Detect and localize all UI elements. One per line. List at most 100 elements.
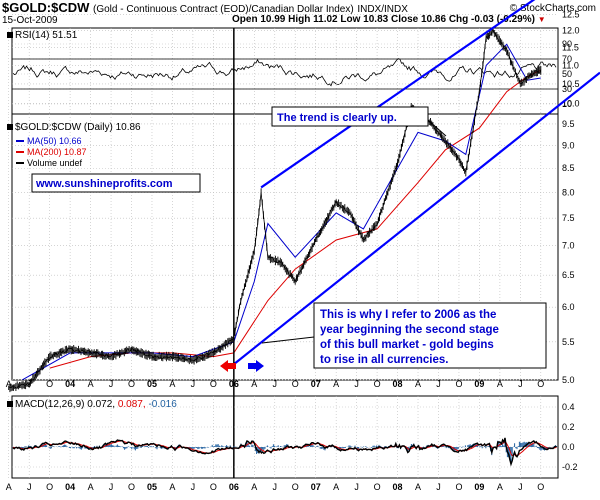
x-tick-label: 05 bbox=[147, 379, 157, 389]
comment-line: year beginning the second stage bbox=[320, 324, 499, 336]
price-tick-label: 7.0 bbox=[562, 241, 575, 251]
change-value: Chg -0.03 (-0.29%) bbox=[448, 14, 535, 25]
chart-date: 15-Oct-2009 bbox=[2, 15, 58, 26]
macd-swatch bbox=[7, 401, 13, 407]
macd-x-tick-label: A bbox=[497, 482, 503, 492]
macd-x-tick-label: A bbox=[88, 482, 94, 492]
arrow-right-shape bbox=[248, 360, 264, 372]
macd-x-tick-label: A bbox=[251, 482, 257, 492]
comment-line: This is why I refer to 2006 as the bbox=[320, 309, 496, 321]
macd-title: MACD(12,26,9) 0.072, 0.087, -0.016 bbox=[15, 399, 177, 410]
comment-box bbox=[313, 302, 547, 369]
arrow-left-icon bbox=[220, 360, 236, 372]
price-tick-label: 8.5 bbox=[562, 163, 575, 173]
x-tick-label: A bbox=[497, 379, 503, 389]
symbol-text: $GOLD:$CDW bbox=[2, 0, 90, 15]
x-tick-label: J bbox=[354, 379, 359, 389]
rsi-title: RSI(14) 51.51 bbox=[15, 30, 78, 41]
price-tick-label: 5.5 bbox=[562, 337, 575, 347]
x-tick-label: O bbox=[46, 379, 53, 389]
macd-x-tick-label: A bbox=[6, 482, 12, 492]
price-tick-label: 11.5 bbox=[562, 43, 579, 53]
trend-callout-text: The trend is clearly up. bbox=[277, 112, 397, 124]
macd-x-tick-label: A bbox=[333, 482, 339, 492]
price-tick-label: 5.0 bbox=[562, 375, 575, 385]
triangle-down-icon: ▼ bbox=[537, 15, 546, 24]
macd-tick-label: -0.2 bbox=[562, 462, 578, 472]
chart-symbol: $GOLD:$CDW (Gold - Continuous Contract (… bbox=[2, 0, 408, 15]
macd-x-tick-label: J bbox=[273, 482, 278, 492]
x-tick-label: A bbox=[333, 379, 339, 389]
rsi-tick-label: 50 bbox=[562, 69, 572, 79]
x-tick-label: A bbox=[88, 379, 94, 389]
macd-x-tick-label: O bbox=[292, 482, 299, 492]
x-tick-label: 08 bbox=[393, 379, 403, 389]
macd-x-tick-label: J bbox=[354, 482, 359, 492]
macd-x-tick-label: 05 bbox=[147, 482, 157, 492]
low-value: Low 10.83 bbox=[340, 14, 389, 25]
macd-x-tick-label: A bbox=[169, 482, 175, 492]
macd-x-tick-label: A bbox=[415, 482, 421, 492]
x-tick-label: J bbox=[191, 379, 196, 389]
macd-value: 0.072, bbox=[87, 399, 118, 410]
price-title: $GOLD:$CDW (Daily) 10.86 bbox=[15, 122, 141, 133]
macd-x-tick-label: 09 bbox=[474, 482, 484, 492]
open-value: Open 10.99 bbox=[232, 14, 286, 25]
macd-x-tick-label: 08 bbox=[393, 482, 403, 492]
x-tick-label: 09 bbox=[474, 379, 484, 389]
x-tick-label: 04 bbox=[65, 379, 75, 389]
rsi-swatch bbox=[7, 32, 13, 38]
price-tick-label: 10.5 bbox=[562, 79, 580, 89]
lower-channel-line bbox=[233, 71, 600, 366]
trend-callout-box bbox=[271, 106, 429, 127]
macd-panel-frame bbox=[11, 395, 559, 479]
exchange-label: INDX/INDX bbox=[357, 4, 408, 15]
legend-entry: Volume undef bbox=[27, 158, 83, 168]
macd-x-tick-label: O bbox=[537, 482, 544, 492]
comment-line: to rise in all currencies. bbox=[320, 354, 448, 366]
legend-entry: MA(200) 10.87 bbox=[27, 147, 87, 157]
rsi-tick-label: 70 bbox=[562, 54, 572, 64]
upper-channel-line bbox=[260, 0, 536, 189]
x-tick-label: A bbox=[415, 379, 421, 389]
macd-x-tick-label: J bbox=[109, 482, 114, 492]
macd-x-tick-label: J bbox=[191, 482, 196, 492]
copyright-label: © StockCharts.com bbox=[509, 3, 596, 14]
arrow-left-shape bbox=[220, 360, 236, 372]
x-tick-label: A bbox=[251, 379, 257, 389]
macd-hist-value: -0.016 bbox=[148, 399, 177, 410]
macd-x-tick-label: O bbox=[128, 482, 135, 492]
high-value: High 11.02 bbox=[288, 14, 338, 25]
price-tick-label: 9.0 bbox=[562, 140, 575, 150]
rsi-line bbox=[12, 58, 557, 87]
macd-x-tick-label: J bbox=[27, 482, 32, 492]
comment-pointer bbox=[261, 336, 315, 344]
price-tick-label: 12.0 bbox=[562, 26, 580, 36]
price-tick-label: 9.5 bbox=[562, 119, 575, 129]
rsi-tick-label: 30 bbox=[562, 84, 572, 94]
x-tick-label: A bbox=[169, 379, 175, 389]
macd-x-tick-label: O bbox=[374, 482, 381, 492]
macd-tick-label: 0.4 bbox=[562, 402, 575, 412]
macd-x-tick-label: O bbox=[455, 482, 462, 492]
x-tick-label: O bbox=[292, 379, 299, 389]
price-tick-label: 6.0 bbox=[562, 302, 575, 312]
x-tick-label: O bbox=[455, 379, 462, 389]
macd-x-tick-label: J bbox=[436, 482, 441, 492]
x-tick-label: O bbox=[537, 379, 544, 389]
price-tick-label: 6.5 bbox=[562, 270, 575, 280]
macd-name: MACD(12,26,9) bbox=[15, 399, 87, 410]
x-tick-label: O bbox=[128, 379, 135, 389]
macd-x-tick-label: 04 bbox=[65, 482, 75, 492]
rsi-tick-label: 90 bbox=[562, 39, 572, 49]
x-tick-label: 07 bbox=[311, 379, 321, 389]
url-box bbox=[31, 173, 201, 193]
x-tick-label: J bbox=[518, 379, 523, 389]
close-value: Close 10.86 bbox=[390, 14, 447, 25]
x-tick-label: A bbox=[6, 379, 12, 389]
price-tick-label: 10.0 bbox=[562, 98, 580, 108]
comment-line: of this bull market - gold begins bbox=[320, 339, 494, 351]
macd-signal-value: 0.087, bbox=[118, 399, 149, 410]
